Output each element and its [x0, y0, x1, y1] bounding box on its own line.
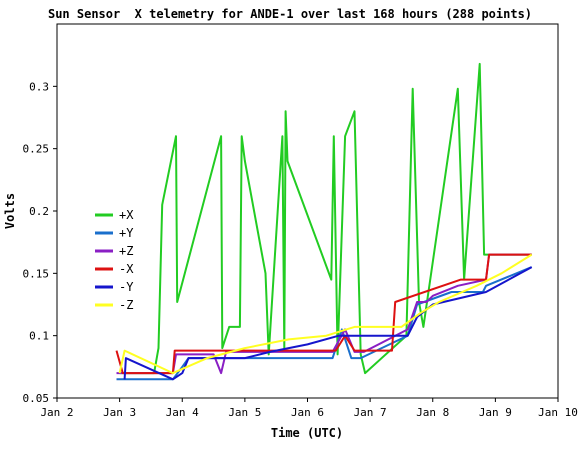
x-axis-ticks: Jan 2 Jan 3 Jan 4 Jan 5 Jan 6 Jan 7 Jan 8 Jan 9… — [40, 398, 578, 419]
x-tick-label: Jan 9 — [479, 406, 512, 419]
x-tick-label: Jan 3 — [103, 406, 136, 419]
legend-label-1: +Y — [119, 226, 134, 240]
legend-label-3: -X — [119, 262, 134, 276]
x-tick-label: Jan 10 — [538, 406, 578, 419]
y-tick-label: 0.05 — [23, 392, 50, 405]
series-lines — [115, 62, 533, 381]
y-tick-label: 0.1 — [29, 330, 49, 343]
y-tick-label: 0.2 — [29, 205, 49, 218]
y-axis-label: Volts — [3, 193, 17, 229]
series-line-5 — [118, 253, 533, 375]
y-tick-label: 0.3 — [29, 80, 49, 93]
x-tick-label: Jan 7 — [354, 406, 387, 419]
x-tick-label: Jan 6 — [291, 406, 324, 419]
y-tick-label: 0.25 — [23, 143, 50, 156]
y-tick-label: 0.15 — [23, 267, 50, 280]
series-line-0 — [119, 62, 532, 375]
x-tick-label: Jan 2 — [40, 406, 73, 419]
x-tick-label: Jan 8 — [416, 406, 449, 419]
y-axis-ticks: 0.05 0.1 0.15 0.2 0.25 0.3 — [23, 80, 57, 405]
x-tick-label: Jan 4 — [166, 406, 199, 419]
chart-title: Sun Sensor X telemetry for ANDE-1 over l… — [48, 7, 532, 21]
series-line-1 — [116, 266, 533, 381]
legend: +X +Y +Z -X -Y -Z — [95, 208, 134, 312]
x-tick-label: Jan 5 — [228, 406, 261, 419]
legend-label-0: +X — [119, 208, 134, 222]
legend-label-4: -Y — [119, 280, 134, 294]
series-line-2 — [116, 253, 532, 375]
x-axis-label: Time (UTC) — [271, 426, 343, 440]
legend-label-2: +Z — [119, 244, 133, 258]
legend-label-5: -Z — [119, 298, 133, 312]
